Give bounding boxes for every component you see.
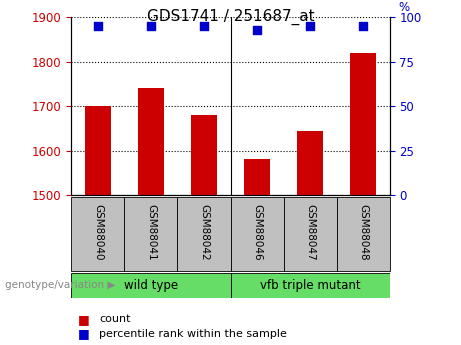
Point xyxy=(148,23,155,29)
Bar xyxy=(177,197,230,271)
Bar xyxy=(244,159,270,195)
Text: count: count xyxy=(99,314,130,324)
Bar xyxy=(138,88,164,195)
Bar xyxy=(230,197,284,271)
Text: %: % xyxy=(398,1,409,14)
Text: ■: ■ xyxy=(78,313,90,326)
Text: GDS1741 / 251687_at: GDS1741 / 251687_at xyxy=(147,9,314,25)
Text: GSM88041: GSM88041 xyxy=(146,204,156,260)
Bar xyxy=(191,115,217,195)
Point xyxy=(254,27,261,32)
Text: GSM88040: GSM88040 xyxy=(93,204,103,260)
Bar xyxy=(124,197,177,271)
Text: vfb triple mutant: vfb triple mutant xyxy=(260,279,361,292)
Bar xyxy=(85,106,111,195)
Point xyxy=(359,23,366,29)
Text: ■: ■ xyxy=(78,327,90,341)
Point xyxy=(306,23,313,29)
Bar xyxy=(71,197,124,271)
Text: percentile rank within the sample: percentile rank within the sample xyxy=(99,329,287,339)
Bar xyxy=(337,197,390,271)
Text: GSM88047: GSM88047 xyxy=(305,204,315,260)
Point xyxy=(94,23,101,29)
Bar xyxy=(230,273,390,298)
Bar xyxy=(350,53,376,195)
Text: GSM88048: GSM88048 xyxy=(358,204,368,260)
Bar xyxy=(71,273,230,298)
Text: genotype/variation ▶: genotype/variation ▶ xyxy=(5,280,115,290)
Bar xyxy=(284,197,337,271)
Bar xyxy=(297,130,323,195)
Point xyxy=(200,23,207,29)
Text: wild type: wild type xyxy=(124,279,178,292)
Text: GSM88046: GSM88046 xyxy=(252,204,262,260)
Text: GSM88042: GSM88042 xyxy=(199,204,209,260)
